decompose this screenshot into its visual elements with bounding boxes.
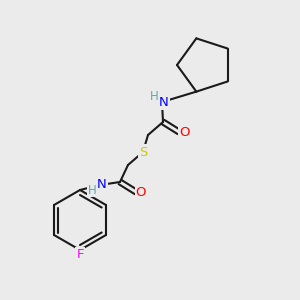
Text: S: S: [139, 146, 147, 158]
Text: H: H: [88, 184, 96, 196]
Text: F: F: [76, 248, 84, 262]
Text: H: H: [150, 91, 158, 103]
Text: O: O: [136, 185, 146, 199]
Text: O: O: [179, 125, 189, 139]
Text: N: N: [159, 95, 169, 109]
Text: N: N: [97, 178, 107, 191]
